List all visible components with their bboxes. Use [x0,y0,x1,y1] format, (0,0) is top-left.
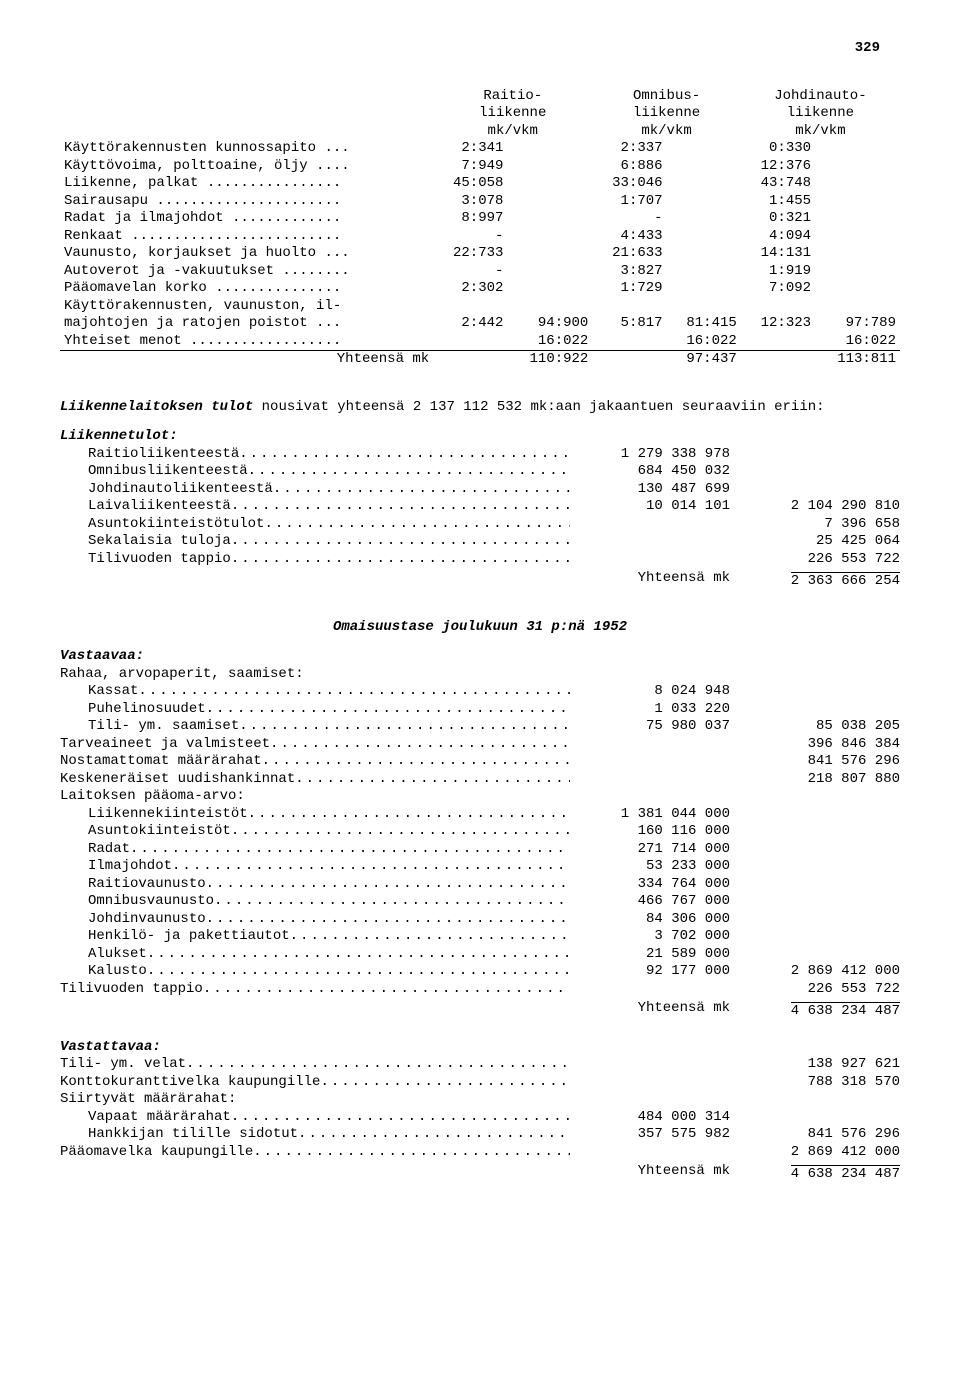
liabilities-total: 4 638 234 487 [791,1165,900,1184]
table-row: Autoverot ja -vakuutukset ........-3:827… [60,263,900,281]
traffic-income-list: Raitioliikenteestä .....................… [60,446,900,569]
assets-sec1-label: Rahaa, arvopaperit, saamiset: [60,666,900,684]
assets-total-label: Yhteensä mk [60,1000,740,1021]
income-intro: Liikennelaitoksen tulot nousivat yhteens… [60,399,900,417]
income-intro-rest: nousivat yhteensä 2 137 112 532 mk:aan j… [253,399,824,415]
list-item: Sekalaisia tuloja ......................… [60,533,900,551]
table-row: Käyttövoima, polttoaine, öljy ....7:9496… [60,158,900,176]
assets-sec2-label: Laitoksen pääoma-arvo: [60,788,900,806]
traffic-income-total-label: Yhteensä mk [60,570,740,591]
liabilities-list-1: Tili- ym. velat ........................… [60,1056,900,1091]
assets-head: Vastaavaa: [60,648,900,666]
balance-title: Omaisuustase joulukuun 31 p:nä 1952 [60,619,900,637]
list-item: Hankkijan tilille sidotut ..............… [60,1126,900,1144]
list-item: Tilivuoden tappio ......................… [60,981,900,999]
liabilities-sec-label: Siirtyvät määrärahat: [60,1091,900,1109]
list-item: Radat ..................................… [60,841,900,859]
list-item: Raitiovaunusto .........................… [60,876,900,894]
income-intro-bold: Liikennelaitoksen tulot [60,399,253,415]
list-item: Raitioliikenteestä .....................… [60,446,900,464]
list-item: Omnibusvaunusto ........................… [60,893,900,911]
assets-total: 4 638 234 487 [791,1002,900,1021]
list-item: Pääomavelka kaupungille ................… [60,1144,900,1162]
list-item: Keskeneräiset uudishankinnat ...........… [60,771,900,789]
list-item: Ilmajohdot .............................… [60,858,900,876]
list-item: Laivaliikenteestä ......................… [60,498,900,516]
list-item: Johdinautoliikenteestä .................… [60,481,900,499]
list-item: Asuntokiinteistöt ......................… [60,823,900,841]
traffic-income-total: 2 363 666 254 [791,572,900,591]
table-row: Vaunusto, korjaukset ja huolto ...22:733… [60,245,900,263]
table-total-row: Yhteensä mk110:92297:437113:811 [60,351,900,369]
table-row: Sairausapu ......................3:0781:… [60,193,900,211]
page-number: 329 [60,40,900,58]
list-item: Tilivuoden tappio ......................… [60,551,900,569]
list-item: Asuntokiinteistötulot ..................… [60,516,900,534]
cost-table: Raitio-Omnibus-Johdinauto-liikenneliiken… [60,88,900,369]
table-row: Renkaat .........................-4:4334… [60,228,900,246]
list-item: Nostamattomat määrärahat ...............… [60,753,900,771]
list-item: Vapaat määrärahat ......................… [60,1109,900,1127]
liabilities-head: Vastattavaa: [60,1039,900,1057]
list-item: Liikennekiinteistöt ....................… [60,806,900,824]
table-row: majohtojen ja ratojen poistot ...2:44294… [60,315,900,333]
list-item: Alukset ................................… [60,946,900,964]
traffic-income-head: Liikennetulot: [60,428,900,446]
traffic-income-total-row: Yhteensä mk 2 363 666 254 [60,570,900,591]
assets-total-row: Yhteensä mk 4 638 234 487 [60,1000,900,1021]
table-row: Käyttörakennusten kunnossapito ...2:3412… [60,140,900,158]
list-item: Tili- ym. saamiset .....................… [60,718,900,736]
list-item: Konttokuranttivelka kaupungille ........… [60,1074,900,1092]
liabilities-total-row: Yhteensä mk 4 638 234 487 [60,1163,900,1184]
assets-list-1: Kassat .................................… [60,683,900,788]
list-item: Kalusto ................................… [60,963,900,981]
list-item: Omnibusliikenteestä ....................… [60,463,900,481]
list-item: Tili- ym. velat ........................… [60,1056,900,1074]
list-item: Puhelinosuudet .........................… [60,701,900,719]
liabilities-total-label: Yhteensä mk [60,1163,740,1184]
list-item: Tarveaineet ja valmisteet ..............… [60,736,900,754]
assets-list-2: Liikennekiinteistöt ....................… [60,806,900,999]
table-row: Radat ja ilmajohdot .............8:997-0… [60,210,900,228]
list-item: Johdinvaunusto .........................… [60,911,900,929]
liabilities-list-2: Vapaat määrärahat ......................… [60,1109,900,1162]
list-item: Kassat .................................… [60,683,900,701]
table-row: Liikenne, palkat ................45:0583… [60,175,900,193]
table-row: Yhteiset menot ..................16:0221… [60,333,900,351]
list-item: Henkilö- ja pakettiautot ...............… [60,928,900,946]
table-row: Pääomavelan korko ...............2:3021:… [60,280,900,298]
table-row: Käyttörakennusten, vaunuston, il- [60,298,900,316]
